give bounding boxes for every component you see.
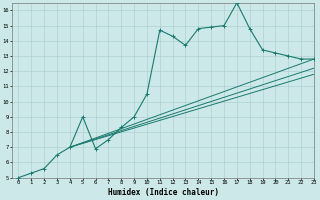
X-axis label: Humidex (Indice chaleur): Humidex (Indice chaleur) (108, 188, 219, 197)
